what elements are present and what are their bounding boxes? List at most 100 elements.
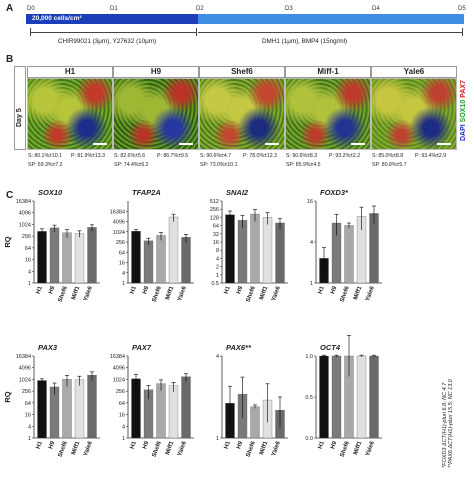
bar	[49, 227, 60, 284]
y-tick-label: 256	[116, 389, 125, 395]
chart-title: PAX3	[38, 343, 58, 352]
y-tick-label: 64	[25, 246, 31, 252]
category-label: Yale6	[271, 440, 282, 457]
day-label-d1: D1	[110, 6, 118, 12]
bar	[250, 213, 260, 284]
phase2-condition: DMH1 (1μm), BMP4 (15ng/ml)	[262, 38, 348, 45]
phase1-bar: 20,000 cells/cm²	[26, 14, 202, 24]
y-tick-label: 0.5	[305, 395, 313, 401]
microscopy-image	[285, 78, 371, 150]
microscopy-image	[199, 78, 285, 150]
y-tick-label: 1	[310, 281, 313, 287]
category-label: Shef6	[152, 285, 163, 303]
category-label: H1	[224, 285, 232, 295]
bar	[49, 386, 60, 439]
bar	[356, 355, 367, 439]
day-label-d2: D2	[196, 6, 204, 12]
density-label: 20,000 cells/cm²	[32, 15, 82, 22]
chart-title: OCT4	[320, 343, 341, 352]
day-label-d5: D5	[458, 6, 466, 12]
bar	[262, 217, 273, 284]
category-label: Miff1	[353, 440, 364, 456]
y-tick-label: 16	[213, 240, 219, 246]
bar	[319, 355, 329, 439]
stat-double-positive: SP: 73.0%±10.1	[200, 162, 238, 168]
y-tick-label: 1024	[113, 377, 125, 383]
y-tick-label: 32	[213, 232, 219, 238]
phase2-bar	[198, 14, 464, 24]
y-tick-label: 1	[216, 436, 219, 442]
category-label: H9	[236, 285, 244, 295]
day5-label: Day 5	[16, 108, 23, 127]
y-tick-label: 64	[119, 250, 125, 256]
category-label: Yale6	[177, 440, 188, 457]
category-label: Yale6	[177, 285, 188, 302]
category-label: H9	[236, 440, 244, 450]
y-tick-label: 4096	[19, 366, 31, 372]
chart-title: SOX10	[38, 188, 63, 197]
bracket-tick	[462, 28, 463, 36]
y-tick-label: 16	[25, 258, 31, 264]
y-tick-label: 1	[28, 436, 31, 442]
cell-line-header: Miff-1	[285, 66, 371, 78]
stat-pax7: P: 81.9%±13.3	[71, 153, 105, 159]
y-tick-label: 0.5	[211, 281, 219, 287]
y-tick-label: 256	[210, 207, 219, 213]
y-tick-label: 16384	[110, 209, 125, 215]
y-tick-label: 64	[119, 401, 125, 407]
y-tick-label: 16384	[110, 354, 125, 360]
chart-title: PAX6**	[226, 343, 252, 352]
bar	[369, 213, 379, 284]
y-tick-label: 2	[216, 265, 219, 271]
stain-dapi: DAPI	[460, 122, 467, 141]
category-label: H9	[142, 440, 150, 450]
y-tick-label: 1024	[19, 222, 31, 228]
chart-title: PAX7	[132, 343, 152, 352]
scale-bar	[437, 143, 451, 145]
y-tick-label: 1024	[113, 230, 125, 236]
category-label: Yale6	[365, 440, 376, 457]
y-tick-label: 1.0	[305, 354, 313, 360]
microscopy-image	[27, 78, 113, 150]
y-tick-label: 0.0	[305, 436, 313, 442]
bar	[37, 231, 47, 284]
bar	[369, 355, 379, 439]
bar	[181, 376, 191, 439]
bar	[62, 379, 72, 439]
stat-sox10: S: 90.6%±4.7	[200, 153, 232, 159]
category-label: H9	[330, 285, 338, 295]
stain-legend: DAPI SOX10 PAX7	[459, 77, 472, 143]
category-label: Miff1	[165, 440, 176, 456]
category-label: Miff1	[259, 285, 270, 301]
stat-double-positive: SP: 74.4%±6.2	[114, 162, 149, 168]
bar	[131, 231, 141, 284]
category-label: H9	[48, 440, 56, 450]
y-tick-label: 8	[216, 248, 219, 254]
bracket-tick	[196, 28, 197, 36]
stat-double-positive: SP: 85.9%±4.5	[286, 162, 321, 168]
day-label-d0: D0	[27, 6, 35, 12]
category-label: Yale6	[271, 285, 282, 302]
category-label: H1	[224, 440, 232, 450]
category-label: Yale6	[83, 285, 94, 302]
y-tick-label: 4	[310, 240, 313, 246]
bar	[62, 232, 72, 284]
category-label: H1	[36, 285, 44, 295]
stat-pax7: P: 78.0%±12.3	[243, 153, 277, 159]
category-label: H1	[130, 440, 138, 450]
y-tick-label: 64	[213, 224, 219, 230]
stat-pax7: P: 93.2%±2.2	[329, 153, 361, 159]
category-label: Miff1	[71, 285, 82, 301]
category-label: Miff1	[71, 440, 82, 456]
y-tick-label: 4	[122, 424, 125, 430]
y-tick-label: 16	[25, 413, 31, 419]
bar	[37, 380, 47, 439]
chart-title: TFAP2A	[132, 188, 161, 197]
y-tick-label: 64	[25, 401, 31, 407]
category-label: H9	[142, 285, 150, 295]
category-label: Shef6	[340, 440, 351, 458]
y-tick-label: 4	[216, 354, 219, 360]
day5-label-box: Day 5	[14, 66, 26, 150]
bar	[168, 216, 179, 284]
day-label-d3: D3	[285, 6, 293, 12]
